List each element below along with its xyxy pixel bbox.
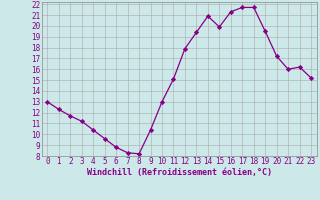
X-axis label: Windchill (Refroidissement éolien,°C): Windchill (Refroidissement éolien,°C) bbox=[87, 168, 272, 177]
